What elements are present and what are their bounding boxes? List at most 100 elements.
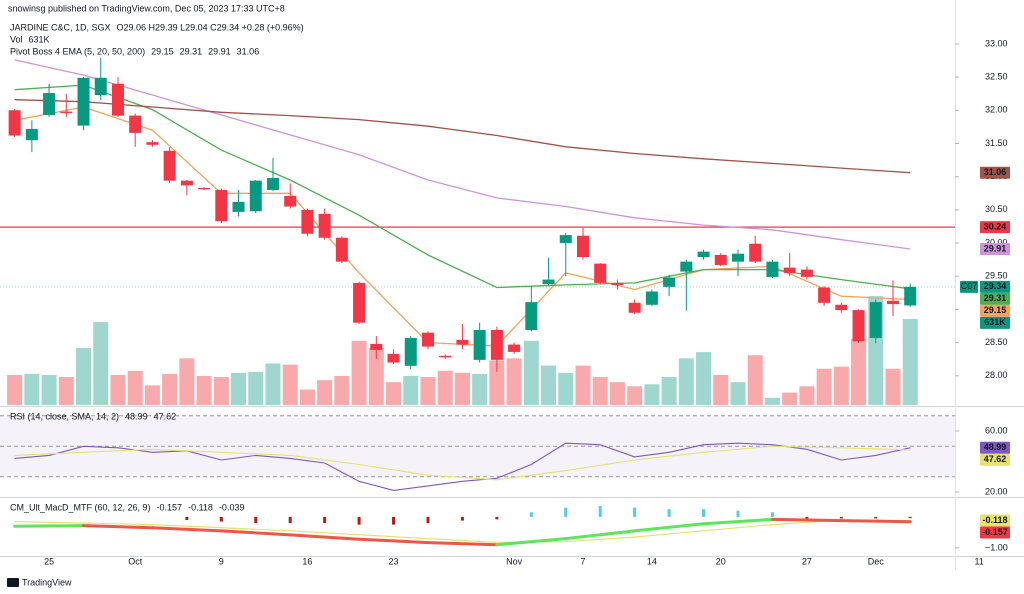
histogram-bar xyxy=(357,516,361,525)
ema-line xyxy=(14,59,911,250)
candle-body xyxy=(94,77,107,96)
volume-bar xyxy=(213,377,229,405)
candle-body xyxy=(77,77,90,126)
x-tick-label: 25 xyxy=(44,556,54,566)
candle-body xyxy=(318,213,331,238)
macd-segment xyxy=(702,517,774,526)
volume-bar xyxy=(541,365,557,405)
candle-body xyxy=(542,279,555,285)
volume-bar xyxy=(575,365,591,405)
macd-segment xyxy=(426,541,499,547)
signal-label: -0.118 xyxy=(982,515,1007,525)
histogram-bar xyxy=(839,516,843,519)
close-label: 29.34 xyxy=(984,281,1007,291)
ema-label: 29.31 xyxy=(984,293,1007,303)
x-tick-label: 16 xyxy=(302,556,312,566)
candle-body xyxy=(783,267,796,273)
volume-bar xyxy=(454,372,470,405)
volume-bar xyxy=(317,380,333,405)
candle-body xyxy=(456,339,469,345)
candle-body xyxy=(680,261,693,272)
y-tick-label: 60.00 xyxy=(985,425,1008,435)
volume-name: Vol xyxy=(10,34,23,44)
volume-bar xyxy=(489,360,505,405)
macd-value: -0.157 xyxy=(157,502,183,512)
histogram-bar xyxy=(598,506,602,517)
candle-body xyxy=(370,343,383,350)
histogram-bar xyxy=(667,509,671,517)
volume-bar xyxy=(764,397,780,405)
candle-body xyxy=(766,261,779,277)
rsi-line xyxy=(14,445,911,481)
close-label-box xyxy=(980,280,1010,293)
volume-bar xyxy=(523,340,539,405)
candle-body xyxy=(404,337,417,366)
histogram-bar xyxy=(874,516,878,519)
rsi-label: 48.99 xyxy=(984,442,1007,452)
candle-body xyxy=(508,344,521,352)
candle-body xyxy=(628,302,641,313)
volume-label-box xyxy=(980,316,1010,329)
indicator-name: Pivot Boss 4 EMA (5, 20, 50, 200) xyxy=(10,46,145,56)
candle-body xyxy=(8,110,21,136)
macd-segment xyxy=(13,524,86,528)
volume-bar xyxy=(248,371,264,405)
histogram-bar xyxy=(288,516,292,524)
rsi-value: 48.99 xyxy=(125,411,148,421)
volume-bar xyxy=(179,358,195,405)
ema-label: 29.91 xyxy=(984,243,1007,253)
x-tick-label: 11 xyxy=(974,556,983,566)
volume-bar xyxy=(472,373,488,405)
volume-bar xyxy=(144,385,160,405)
volume-bar xyxy=(747,355,763,405)
candle-body xyxy=(473,330,486,360)
signal-label-box xyxy=(980,514,1010,527)
macd-label-box xyxy=(980,526,1010,539)
y-tick-label: 33.00 xyxy=(985,38,1008,48)
candle-body xyxy=(129,115,142,133)
volume-bar xyxy=(816,368,832,405)
candle-body xyxy=(215,189,228,222)
macd-title: CM_Ult_MacD_MTF (60, 12, 26, 9) xyxy=(10,502,151,512)
candle-body xyxy=(198,187,211,190)
close-tag: C07 xyxy=(961,281,978,291)
rsi-title: RSI (14, close, SMA, 14, 2) xyxy=(10,411,119,421)
volume-bar xyxy=(678,358,694,405)
volume-bar xyxy=(231,372,247,405)
macd-segment xyxy=(219,529,292,537)
x-tick-label: 9 xyxy=(219,556,224,566)
volume-bar xyxy=(661,377,677,405)
signal-value: -0.118 xyxy=(188,502,213,512)
volume-bar xyxy=(265,363,281,405)
candle-body xyxy=(645,291,658,305)
candle-body xyxy=(111,83,124,116)
volume-bar xyxy=(334,375,350,405)
candle-body xyxy=(576,235,589,257)
volume-bar xyxy=(7,375,23,405)
candle-body xyxy=(611,282,624,285)
candle-body xyxy=(387,353,400,363)
x-tick-label: 7 xyxy=(580,556,585,566)
candle-body xyxy=(869,302,882,338)
volume-bar xyxy=(351,340,367,405)
macd-label: -0.157 xyxy=(982,527,1008,537)
candle-body xyxy=(439,355,452,358)
candle-body xyxy=(818,287,831,303)
ema-label-box xyxy=(980,292,1010,305)
candle-body xyxy=(335,237,348,262)
rsi-label: 47.62 xyxy=(984,454,1007,464)
volume-bar xyxy=(782,392,798,405)
ema-line xyxy=(14,99,911,174)
volume-bar xyxy=(196,375,212,405)
histogram-bar xyxy=(219,516,223,522)
volume-bar xyxy=(730,382,746,405)
y-tick-label: 30.00 xyxy=(985,237,1008,247)
candle-body xyxy=(43,93,56,115)
candle-body xyxy=(800,269,813,277)
volume-bar xyxy=(627,386,643,405)
volume-bar xyxy=(41,375,57,405)
y-tick-label: 32.50 xyxy=(985,71,1008,81)
volume-bar xyxy=(93,322,109,405)
rsi-line xyxy=(14,442,911,491)
